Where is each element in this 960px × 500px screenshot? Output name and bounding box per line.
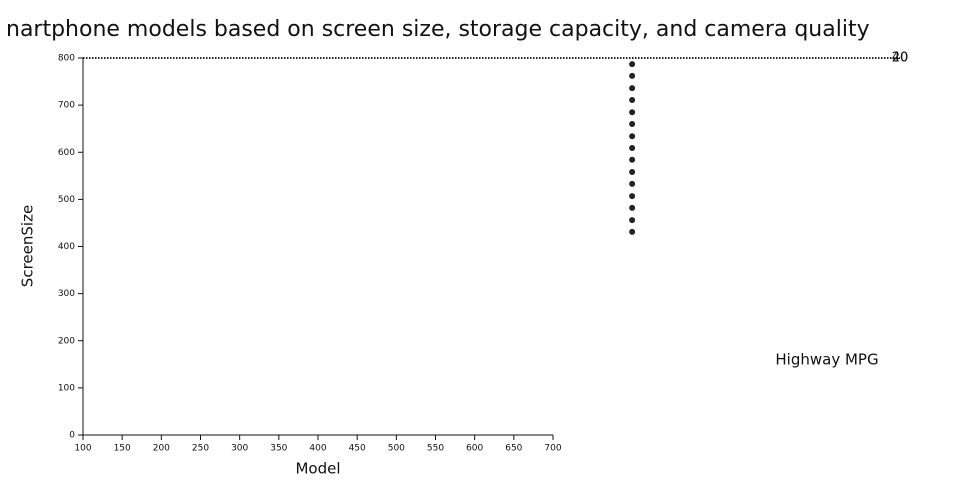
point xyxy=(629,85,636,92)
x-tick-label: 450 xyxy=(349,444,366,454)
point xyxy=(629,217,636,224)
x-tick-label: 150 xyxy=(114,444,131,454)
y-tick-label: 700 xyxy=(58,101,75,111)
y-tick-label: 100 xyxy=(58,383,75,393)
point xyxy=(629,133,636,140)
point xyxy=(629,109,636,116)
point xyxy=(629,228,636,235)
point xyxy=(629,193,636,200)
x-axis-label: Model xyxy=(295,460,340,478)
x-tick-label: 300 xyxy=(231,444,248,454)
legend-tick-label: 20 xyxy=(892,51,909,66)
x-tick-label: 650 xyxy=(505,444,522,454)
x-tick-label: 550 xyxy=(427,444,444,454)
legend-title: Highway MPG xyxy=(775,351,878,369)
y-tick-label: 800 xyxy=(58,54,75,64)
y-tick-label: 600 xyxy=(58,148,75,158)
x-tick-label: 600 xyxy=(466,444,483,454)
x-tick-label: 350 xyxy=(270,444,287,454)
point xyxy=(629,72,636,79)
point xyxy=(629,169,636,176)
point xyxy=(629,204,636,211)
y-tick-label: 400 xyxy=(58,242,75,252)
y-tick-label: 200 xyxy=(58,336,75,346)
x-tick-label: 400 xyxy=(309,444,326,454)
legend-tick-label: 40 xyxy=(892,51,909,66)
chart-title: nartphone models based on screen size, s… xyxy=(6,17,870,42)
point xyxy=(629,156,636,163)
point xyxy=(629,145,636,152)
point xyxy=(629,180,636,187)
point xyxy=(629,120,636,127)
point xyxy=(629,96,636,103)
y-axis-label: ScreenSize xyxy=(19,205,37,287)
x-tick-label: 700 xyxy=(544,444,561,454)
y-tick-label: 0 xyxy=(69,431,75,441)
y-tick-label: 500 xyxy=(58,195,75,205)
point xyxy=(629,61,636,68)
x-tick-label: 100 xyxy=(74,444,91,454)
x-tick-label: 250 xyxy=(192,444,209,454)
x-tick-label: 200 xyxy=(153,444,170,454)
y-tick-label: 300 xyxy=(58,289,75,299)
x-tick-label: 500 xyxy=(388,444,405,454)
